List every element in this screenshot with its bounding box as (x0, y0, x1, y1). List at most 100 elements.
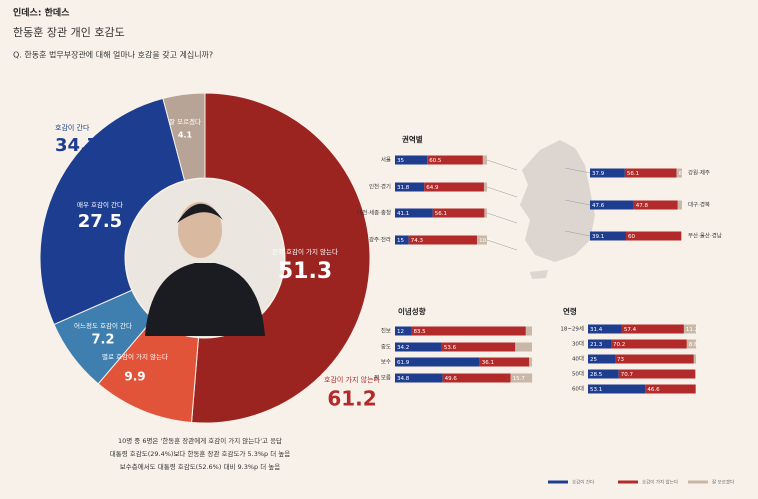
connector (564, 167, 591, 174)
bar-segment (590, 231, 626, 241)
bar-segment (588, 369, 619, 379)
bar-segment (625, 231, 682, 241)
bar-segment (677, 200, 682, 210)
bar-value-label: 8.6 (689, 342, 698, 348)
bar-value-label: 15.7 (513, 376, 526, 382)
photo-figure (145, 263, 265, 336)
category-label: 광주·전라 (369, 236, 391, 244)
bar-value-label: 10.7 (479, 238, 492, 244)
bar-value-label: 15 (397, 238, 404, 244)
bar-value-label: 34.8 (397, 376, 410, 382)
map-island (530, 270, 548, 279)
slice-label: 매우 호감이 간다 (77, 200, 123, 209)
bar-segment (590, 200, 634, 210)
bar-segment (395, 373, 443, 383)
bar-segment (442, 373, 511, 383)
category-label: 중도 (381, 344, 391, 351)
bar-segment (395, 235, 409, 245)
bar-value-label: 21.3 (590, 342, 603, 348)
category-label: 인천·경기 (369, 183, 391, 191)
category-label: 잘 모름 (374, 374, 391, 382)
connector (486, 239, 518, 251)
bar-value-label: 74.3 (411, 238, 424, 244)
bar-value-label: 57.4 (624, 327, 637, 333)
bar-segment (525, 326, 532, 336)
bar-value-label: 12 (397, 329, 404, 335)
bar-segment (588, 339, 612, 349)
bar-segment (484, 208, 487, 218)
slice-value: 27.5 (78, 211, 122, 232)
bar-segment (432, 208, 485, 218)
summary-label: 호감이 가지 않는다 (324, 375, 381, 384)
title: 한동훈 장관 개인 호감도 (13, 26, 125, 39)
slice-label: 잘 모르겠다 (169, 117, 201, 126)
bar-segment (681, 231, 682, 241)
bar-segment (515, 342, 532, 352)
bar-segment (529, 357, 532, 367)
bar-segment (588, 324, 622, 334)
bar-segment (395, 182, 425, 192)
bar-segment (395, 208, 433, 218)
slice-label: 어느정도 호감이 간다 (74, 321, 132, 330)
bar-value-label: 53.1 (590, 387, 602, 393)
bar-value-label: 64.9 (426, 185, 439, 191)
bar-segment (621, 324, 684, 334)
bar-segment (683, 324, 696, 334)
bar-value-label: 36.1 (482, 360, 494, 366)
bar-segment (624, 168, 677, 178)
connector (486, 212, 518, 224)
bar-value-label: 46.6 (647, 387, 660, 393)
bar-value-label: 39.1 (592, 234, 604, 240)
bar-segment (477, 235, 487, 245)
bar-value-label: 70.2 (613, 342, 625, 348)
slice-value: 9.9 (124, 370, 145, 384)
question: Q. 한동훈 법무부장관에 대해 얼마나 호감을 갖고 계십니까? (13, 50, 213, 60)
bar-value-label: 56.1 (627, 171, 639, 177)
bar-segment (395, 357, 480, 367)
footnote: 10명 중 6명은 '한동훈 장관에게 호감이 가지 않는다'고 응답 (118, 436, 282, 445)
summary-value: 34.7 (55, 135, 99, 156)
category-label: 대구·경북 (688, 201, 710, 209)
donut-slice (190, 92, 371, 424)
bar-segment (686, 339, 697, 349)
bar-segment (395, 342, 442, 352)
bar-value-label: 34.2 (397, 345, 409, 351)
photo-head (178, 202, 222, 258)
bar-segment (424, 182, 484, 192)
bar-segment (590, 168, 625, 178)
connector (564, 199, 591, 206)
bar-value-label: 73 (617, 357, 624, 363)
legend-label: 호감이 간다 (572, 479, 595, 486)
category-label: 40대 (572, 355, 584, 363)
bar-segment (411, 326, 526, 336)
bar-value-label: 11.2 (686, 327, 698, 333)
bar-segment (633, 200, 678, 210)
slice-value: 4.1 (178, 131, 193, 140)
bar-value-label: 28.5 (590, 372, 603, 378)
slice-value: 51.3 (278, 259, 332, 284)
footnote: 보수층에서도 대통령 호감도(52.6%) 대비 9.3%p 더 높음 (120, 462, 280, 471)
chart-title: 이념성향 (398, 306, 426, 316)
summary-value: 61.2 (327, 387, 376, 411)
bar-segment (482, 155, 487, 165)
bar-value-label: 6 (678, 171, 682, 177)
bar-segment (588, 354, 615, 364)
bar-segment (615, 354, 694, 364)
connector (564, 230, 591, 237)
source: 인데스: 한데스 (13, 7, 70, 19)
chart-title: 권역별 (402, 134, 423, 144)
donut-slice (162, 92, 206, 182)
bar-value-label: 49.6 (445, 376, 458, 382)
bar-value-label: 60 (628, 234, 635, 240)
donut-chart: 전혀 호감이 가지 않는다 51.3 별로 호감이 가지 않는다 9.9 어느정도 호감… (39, 92, 381, 424)
category-label: 대전·세종·충청 (357, 209, 391, 217)
slice-label: 전혀 호감이 가지 않는다 (272, 247, 338, 256)
category-label: 보수 (381, 359, 391, 366)
bar-value-label: 53.6 (444, 345, 457, 351)
bar-value-label: 47.6 (592, 203, 605, 209)
bar-segment (695, 369, 696, 379)
bar-segment (645, 384, 696, 394)
bar-segment (611, 339, 687, 349)
